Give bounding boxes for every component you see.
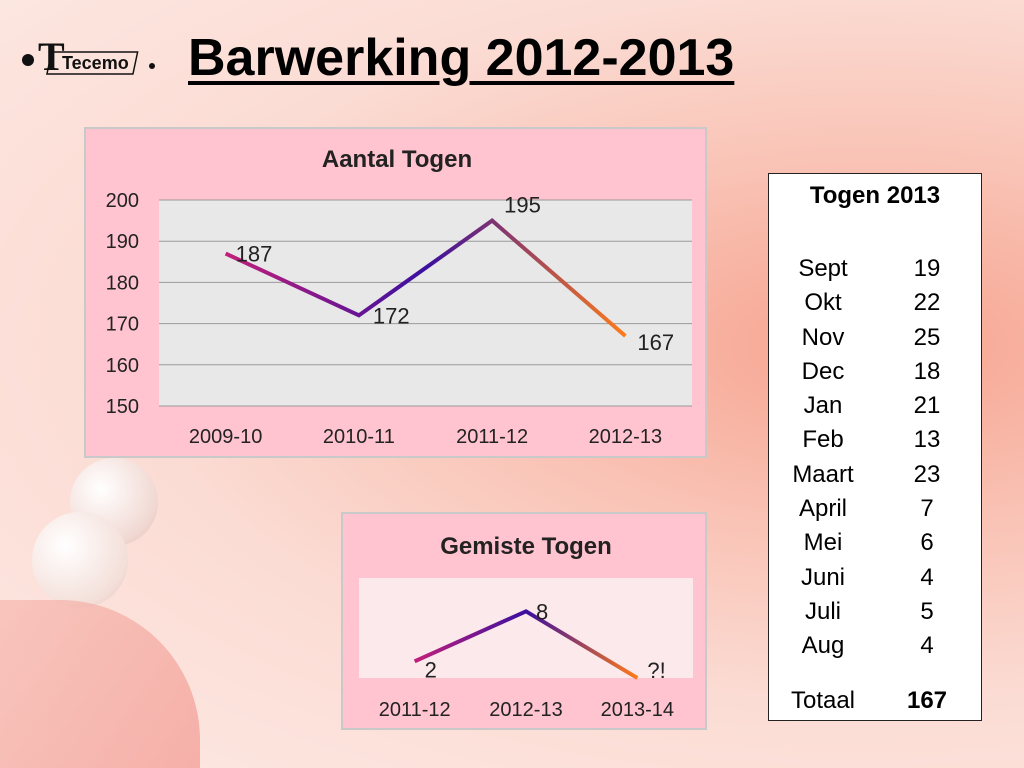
y-tick-label: 150 (106, 396, 139, 418)
month-cell: Nov (801, 323, 845, 351)
data-label: 2 (425, 657, 437, 682)
month-cell: Aug (801, 632, 845, 660)
y-tick-label: 190 (106, 231, 139, 253)
month-cell: Jan (803, 392, 843, 420)
y-tick-label: 170 (106, 314, 139, 336)
table-row: Juni 4 (769, 561, 981, 595)
table-row: Jan 21 (769, 389, 981, 423)
table-header: Togen 2013 (809, 182, 941, 209)
value-cell: 25 (913, 323, 941, 351)
total-label: Totaal (790, 687, 856, 714)
table-row: Maart 23 (769, 458, 981, 492)
value-cell: 4 (920, 563, 934, 591)
value-cell: 4 (920, 632, 934, 660)
plot-area (359, 578, 693, 678)
month-cell: Juni (800, 563, 846, 591)
table-row: Aug 4 (769, 629, 981, 663)
tecemo-logo: T Tecemo (22, 34, 155, 79)
table-row: Mei 6 (769, 526, 981, 560)
value-cell: 18 (913, 357, 941, 385)
value-cell: 5 (920, 597, 934, 625)
data-label: ?! (647, 658, 665, 683)
data-label: 187 (236, 242, 273, 267)
data-label: 8 (536, 599, 548, 624)
chart-title: Gemiste Togen (440, 533, 612, 560)
value-cell: 23 (913, 460, 941, 488)
month-cell: Sept (798, 255, 848, 282)
x-tick-label: 2012-13 (589, 426, 662, 448)
togen-2013-table: Togen 2013 Sept 19 Okt 22 Nov 25 Dec 18 Jan 21 Feb… (768, 173, 982, 721)
series-line (224, 218, 627, 338)
plot-area (159, 200, 692, 406)
gemiste-togen-chart: Gemiste Togen 2011-12 2012-13 2013-14 2 8?! (341, 512, 707, 730)
table-row: Sept 19 (769, 252, 981, 286)
decorative-ball (32, 512, 128, 608)
x-tick-label: 2009-10 (189, 426, 262, 448)
y-tick-label: 160 (106, 355, 139, 377)
table-row: Dec 18 (769, 355, 981, 389)
y-tick-label: 180 (106, 272, 139, 294)
table-row: Feb 13 (769, 423, 981, 457)
series-line (413, 609, 639, 680)
svg-text:T: T (38, 34, 65, 79)
value-cell: 19 (913, 255, 941, 282)
y-tick-label: 200 (106, 190, 139, 212)
x-tick-label: 2011-12 (456, 426, 528, 448)
x-tick-label: 2011-12 (379, 699, 451, 721)
x-tick-label: 2012-13 (489, 699, 562, 721)
table-row: April 7 (769, 492, 981, 526)
x-tick-label: 2013-14 (601, 699, 674, 721)
total-value: 167 (906, 687, 948, 714)
value-cell: 7 (920, 495, 934, 523)
value-cell: 21 (913, 392, 941, 420)
gemiste-togen-svg: Gemiste Togen 2011-12 2012-13 2013-14 2 8?! (359, 533, 693, 721)
month-cell: Juli (804, 597, 841, 625)
month-cell: Feb (802, 426, 844, 454)
month-cell: Okt (804, 289, 842, 317)
table-row: Okt 22 (769, 286, 981, 320)
data-label: 172 (373, 303, 410, 328)
page-title: Barwerking 2012-2013 (188, 29, 735, 87)
table-rows: Sept 19 Okt 22 Nov 25 Dec 18 Jan 21 Feb 13 Maart 23 Ap… (769, 252, 981, 664)
decorative-paddle (0, 600, 200, 768)
data-label: 195 (504, 193, 541, 218)
svg-text:Tecemo: Tecemo (62, 53, 129, 73)
aantal-togen-svg: Aantal Togen 150 160 170 180 190 200 2009-10 201… (106, 146, 692, 448)
table-total-row: Totaal 167 (769, 684, 981, 718)
table-row: Juli 5 (769, 595, 981, 629)
table-row: Nov 25 (769, 321, 981, 355)
aantal-togen-chart: Aantal Togen 150 160 170 180 190 200 2009-10 201… (84, 127, 707, 458)
chart-title: Aantal Togen (322, 146, 472, 173)
month-cell: Dec (801, 357, 845, 385)
data-label: 167 (637, 330, 674, 355)
month-cell: Maart (792, 460, 854, 488)
month-cell: April (798, 495, 847, 523)
month-cell: Mei (803, 529, 843, 557)
value-cell: 22 (913, 289, 941, 317)
x-tick-label: 2010-11 (323, 426, 395, 448)
value-cell: 6 (920, 529, 934, 557)
value-cell: 13 (913, 426, 941, 454)
